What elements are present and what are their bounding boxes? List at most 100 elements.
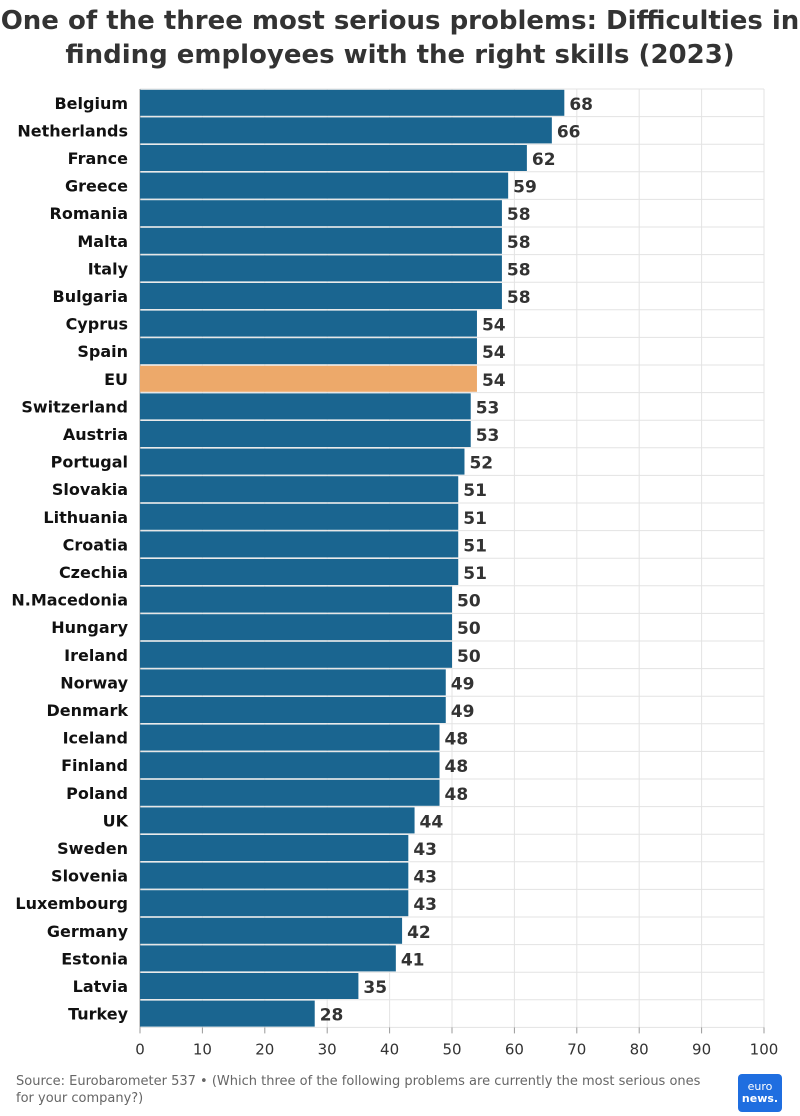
category-label: UK [103, 811, 129, 830]
bar-netherlands [140, 117, 552, 144]
bar-croatia [140, 531, 459, 558]
bar-austria [140, 421, 471, 447]
value-label: 58 [507, 233, 531, 253]
bar-estonia [140, 945, 396, 972]
category-label: Iceland [63, 729, 128, 748]
category-label: Norway [60, 673, 128, 692]
bar-chart: Belgium Netherlands France Greece Romania Mal… [11, 88, 778, 1058]
value-label: 62 [532, 150, 556, 170]
value-labels: 6866625958585858545454535352515151515050… [320, 95, 593, 1026]
value-label: 58 [507, 288, 531, 308]
category-label: Bulgaria [53, 287, 129, 306]
value-label: 35 [363, 978, 387, 998]
x-tick-label: 0 [135, 1040, 145, 1058]
source-note: Source: Eurobarometer 537 • (Which three… [16, 1074, 701, 1106]
gridlines [139, 88, 765, 1028]
category-label: Ireland [64, 646, 128, 665]
bar-latvia [140, 973, 359, 999]
bar-belgium [140, 89, 565, 116]
bar-greece [140, 172, 509, 199]
bar-slovakia [140, 476, 459, 503]
value-label: 54 [482, 371, 506, 391]
category-label: Denmark [46, 701, 128, 720]
x-tick-label: 20 [255, 1040, 274, 1058]
value-label: 53 [476, 398, 500, 418]
category-label: Italy [88, 259, 129, 278]
bar-finland [140, 752, 440, 779]
logo-text-bottom: news. [741, 1092, 779, 1105]
bar-sweden [140, 835, 409, 861]
bar-lithuania [140, 503, 459, 530]
bar-romania [140, 200, 502, 227]
category-label: Estonia [61, 949, 128, 968]
logo-text-top: euro [747, 1080, 773, 1093]
category-label: EU [104, 370, 128, 389]
category-label: Cyprus [66, 315, 128, 334]
x-tick-label: 30 [318, 1040, 337, 1058]
bar-spain [140, 338, 477, 365]
category-label: Finland [61, 756, 128, 775]
value-label: 42 [407, 923, 431, 943]
chart-title: One of the three most serious problems: … [0, 6, 800, 70]
value-label: 48 [445, 730, 469, 750]
x-tick-label: 80 [630, 1040, 649, 1058]
bar-bulgaria [140, 283, 502, 309]
category-label: Hungary [51, 618, 128, 637]
value-label: 48 [445, 757, 469, 777]
bar-italy [140, 255, 502, 282]
bar-switzerland [140, 393, 471, 420]
value-label: 43 [413, 868, 437, 888]
euronews-logo: euro news. [738, 1074, 782, 1112]
category-label: Latvia [73, 977, 128, 996]
value-label: 28 [320, 1006, 344, 1026]
bar-luxembourg [140, 890, 409, 917]
value-label: 50 [457, 592, 481, 612]
x-tick-label: 90 [692, 1040, 711, 1058]
value-label: 66 [557, 122, 581, 142]
bar-portugal [140, 448, 465, 475]
category-label: Turkey [68, 1005, 129, 1024]
value-label: 54 [482, 316, 506, 336]
x-tick-label: 40 [380, 1040, 399, 1058]
bar-norway [140, 669, 446, 696]
bar-iceland [140, 724, 440, 751]
bars [140, 89, 565, 1027]
x-tick-label: 50 [442, 1040, 461, 1058]
bar-malta [140, 227, 502, 254]
value-label: 51 [463, 564, 487, 584]
category-label: Belgium [54, 94, 128, 113]
bar-eu [140, 365, 477, 392]
category-label: Malta [77, 232, 128, 251]
bar-cyprus [140, 310, 477, 337]
value-label: 58 [507, 205, 531, 225]
bar-germany [140, 917, 403, 944]
category-label: Greece [65, 177, 128, 196]
category-label: Lithuania [43, 508, 128, 527]
bar-slovenia [140, 862, 409, 889]
value-label: 49 [451, 674, 475, 694]
category-label: Romania [50, 204, 128, 223]
category-label: N.Macedonia [11, 591, 128, 610]
value-label: 51 [463, 481, 487, 501]
bar-czechia [140, 559, 459, 585]
value-label: 51 [463, 509, 487, 529]
bar-france [140, 145, 527, 171]
value-label: 51 [463, 536, 487, 556]
value-label: 43 [413, 895, 437, 915]
value-label: 50 [457, 647, 481, 667]
bar-turkey [140, 1000, 315, 1027]
value-label: 59 [513, 178, 537, 198]
category-label: Portugal [51, 453, 128, 472]
x-tick-label: 70 [567, 1040, 586, 1058]
category-label: Sweden [57, 839, 128, 858]
category-labels: Belgium Netherlands France Greece Romania Mal… [11, 94, 128, 1024]
value-label: 58 [507, 260, 531, 280]
value-label: 50 [457, 619, 481, 639]
value-label: 49 [451, 702, 475, 722]
value-label: 53 [476, 426, 500, 446]
value-label: 41 [401, 950, 425, 970]
value-label: 54 [482, 343, 506, 363]
x-tick-label: 10 [193, 1040, 212, 1058]
bar-hungary [140, 614, 452, 641]
category-label: Switzerland [21, 397, 128, 416]
